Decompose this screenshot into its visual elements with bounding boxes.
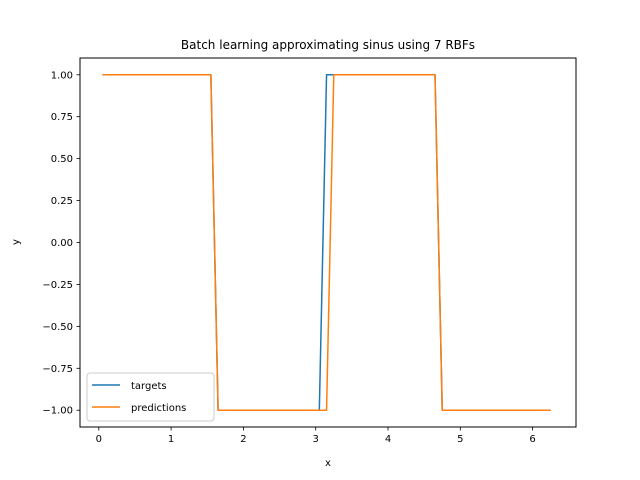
series-layer [102, 74, 551, 411]
y-tick-label: −0.25 [42, 280, 73, 291]
x-tick-label: 6 [529, 434, 535, 445]
x-tick-label: 2 [240, 434, 246, 445]
x-tick-label: 5 [457, 434, 463, 445]
x-axis-label: x [325, 458, 331, 469]
x-axis-ticks: 0 1 2 3 4 5 6 [96, 427, 536, 445]
y-tick-label: −0.50 [42, 322, 73, 333]
legend-label-targets: targets [131, 381, 167, 392]
x-tick-label: 0 [96, 434, 102, 445]
y-tick-label: 0.50 [51, 154, 73, 165]
legend: targets predictions [86, 372, 215, 422]
y-tick-label: 0.75 [51, 112, 73, 123]
series-line-targets [102, 74, 551, 411]
y-tick-label: 0.25 [51, 196, 73, 207]
x-tick-label: 4 [385, 434, 391, 445]
legend-label-predictions: predictions [131, 403, 186, 414]
x-tick-label: 3 [313, 434, 319, 445]
y-tick-label: −1.00 [42, 406, 73, 417]
y-tick-label: 1.00 [51, 70, 73, 81]
y-tick-label: −0.75 [42, 364, 73, 375]
y-tick-label: 0.00 [51, 238, 73, 249]
y-axis-label: y [11, 239, 22, 245]
y-axis-ticks: 1.00 0.75 0.50 0.25 0.00 −0.25 −0.50 −0.75 −1.00 [42, 70, 80, 417]
series-line-predictions [102, 74, 551, 411]
x-tick-label: 1 [168, 434, 174, 445]
plot-frame [79, 57, 577, 428]
chart-title: Batch learning approximating sinus using… [181, 38, 475, 52]
